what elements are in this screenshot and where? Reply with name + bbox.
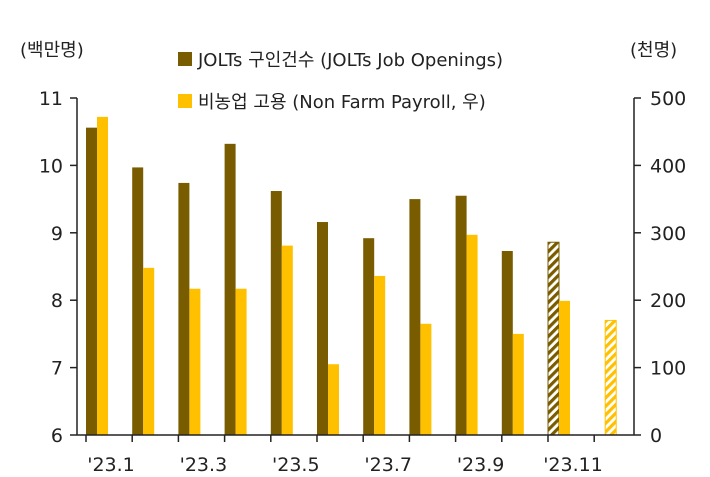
- legend-swatch-job-openings: [178, 52, 192, 66]
- right-axis-tick-label: 400: [650, 155, 686, 177]
- bar-nonfarm-payroll-2: [143, 267, 155, 435]
- bar-nonfarm-payroll-9: [466, 234, 478, 435]
- x-axis-tick-label: '23.3: [180, 454, 228, 476]
- bar-job-openings-11: [547, 241, 560, 436]
- bar-job-openings-9: [455, 195, 467, 435]
- left-axis-tick-label: 10: [39, 155, 63, 177]
- legend: JOLTs 구인건수 (JOLTs Job Openings) 비농업 고용 (…: [178, 50, 503, 113]
- legend-label-job-openings: JOLTs 구인건수 (JOLTs Job Openings): [197, 50, 503, 71]
- bar-job-openings-6: [317, 222, 328, 435]
- bar-job-openings-1: [86, 127, 97, 435]
- bar-job-openings-4: [224, 143, 236, 435]
- legend-swatch-nonfarm-payroll: [178, 94, 192, 108]
- bar-nonfarm-payroll-7: [374, 275, 386, 435]
- x-axis-tick-label: '23.11: [543, 454, 603, 476]
- bar-nonfarm-payroll-1: [97, 116, 108, 435]
- axes-layer: 6 7 8 9 10 11 0 100 200 300 400 500 '23.1 '23.3 '23.5 '…: [39, 88, 686, 476]
- bar-job-openings-3: [178, 182, 190, 435]
- legend-label-nonfarm-payroll: 비농업 고용 (Non Farm Payroll, 우): [198, 92, 486, 113]
- bar-nonfarm-payroll-11: [559, 300, 570, 435]
- bar-nonfarm-payroll-12: [604, 319, 617, 436]
- bar-job-openings-10: [501, 250, 513, 435]
- bar-nonfarm-payroll-10: [512, 333, 524, 435]
- right-axis-tick-label: 300: [650, 223, 686, 245]
- left-axis-tick-label: 7: [51, 358, 63, 380]
- bars-layer: [86, 116, 617, 436]
- x-axis-tick-label: '23.5: [272, 454, 320, 476]
- bar-job-openings-8: [409, 199, 421, 435]
- right-axis-tick-label: 500: [650, 88, 686, 110]
- left-axis-unit: (백만명): [20, 40, 84, 61]
- bar-nonfarm-payroll-8: [420, 323, 432, 435]
- x-axis-tick-label: '23.1: [87, 454, 135, 476]
- left-axis-tick-label: 9: [51, 223, 63, 245]
- right-axis-unit: (천명): [630, 40, 677, 61]
- right-axis-tick-label: 0: [650, 425, 662, 447]
- left-axis-tick-label: 6: [51, 425, 63, 447]
- bar-job-openings-5: [270, 191, 282, 435]
- bar-nonfarm-payroll-3: [189, 288, 201, 435]
- bar-nonfarm-payroll-5: [281, 245, 293, 435]
- bar-nonfarm-payroll-6: [328, 364, 339, 435]
- x-axis-tick-label: '23.7: [364, 454, 412, 476]
- bar-job-openings-7: [363, 238, 375, 435]
- bar-nonfarm-payroll-4: [235, 288, 247, 435]
- right-axis-tick-label: 100: [650, 358, 686, 380]
- x-axis-tick-label: '23.9: [457, 454, 505, 476]
- left-axis-tick-label: 11: [39, 88, 63, 110]
- left-axis-tick-label: 8: [51, 290, 63, 312]
- bar-job-openings-2: [132, 167, 144, 435]
- right-axis-tick-label: 200: [650, 290, 686, 312]
